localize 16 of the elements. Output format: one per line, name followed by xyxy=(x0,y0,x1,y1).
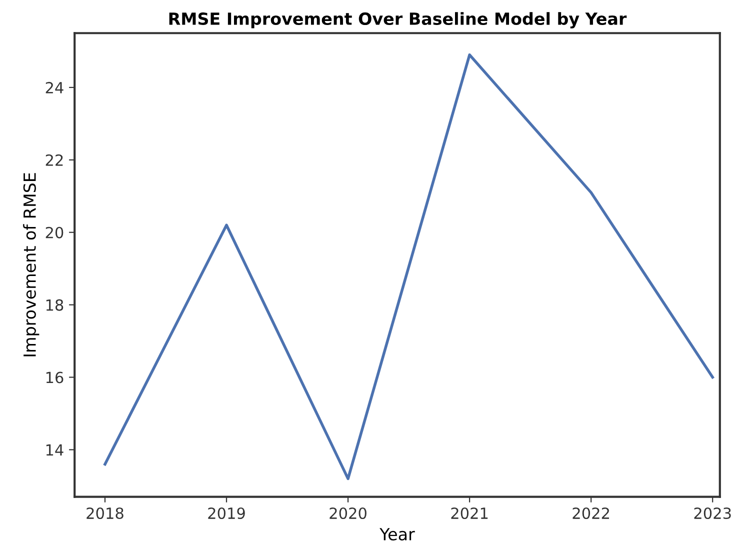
x-tick-label: 2018 xyxy=(86,507,124,520)
y-tick-label: 22 xyxy=(46,154,63,166)
y-axis-title: Improvement of RMSE xyxy=(23,173,40,356)
x-axis-title: Year xyxy=(380,528,415,540)
y-tick-label: 14 xyxy=(46,444,64,456)
x-tick-label: 2023 xyxy=(694,507,731,520)
x-tick-label: 2021 xyxy=(451,507,488,520)
x-tick-label: 2020 xyxy=(330,507,366,520)
y-tick-label: 20 xyxy=(46,226,64,238)
x-tick-label: 2019 xyxy=(208,507,245,520)
y-tick-label: 24 xyxy=(46,82,64,94)
line-series xyxy=(104,53,714,480)
y-tick-label: 16 xyxy=(46,372,64,384)
x-tick-label: 2022 xyxy=(572,507,609,520)
chart-title: RMSE Improvement Over Baseline Model by Year xyxy=(169,12,627,28)
y-tick-label: 18 xyxy=(46,299,64,311)
